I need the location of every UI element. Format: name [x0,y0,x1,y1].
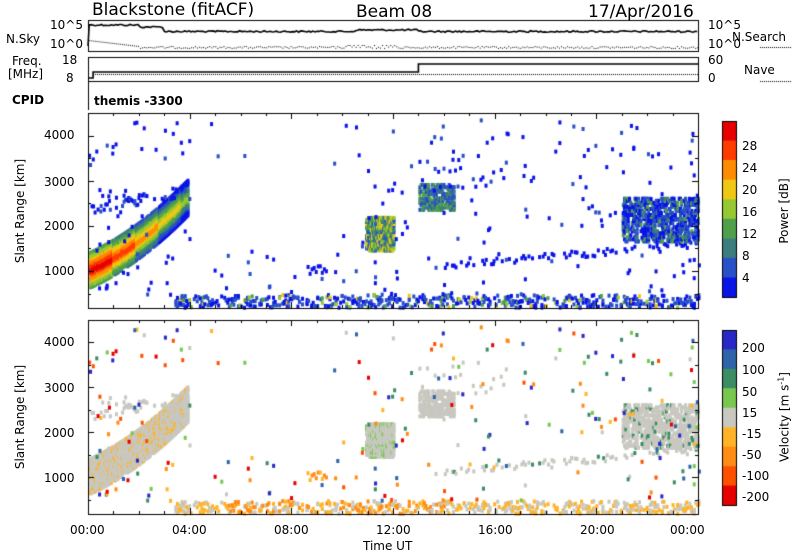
power-cb-tick-24: 24 [742,161,758,175]
power-ytick-2000: 2000 [44,219,75,233]
xtick-0400: 04:00 [172,523,207,537]
power-cb-tick-8: 8 [742,249,750,263]
vel-cb-tick-m100: -100 [742,469,770,483]
power-ytick-3000: 3000 [44,175,75,189]
xtick-2000: 20:00 [580,523,615,537]
noise-tick-right-top: 10^5 [708,18,741,32]
noise-tick-left-bottom: 10^0 [50,37,83,51]
xtick-1200: 12:00 [376,523,411,537]
xtick-1600: 16:00 [478,523,513,537]
site-title: Blackstone (fitACF) [92,0,255,20]
noise-tick-right-bottom: 10^0 [708,37,741,51]
nsearch-label: N.Search [732,30,787,44]
vel-cb-tick-100: 100 [742,363,765,377]
vel-cb-tick-m15: -15 [742,427,762,441]
power-cb-tick-16: 16 [742,205,758,219]
vel-cb-tick-15: 15 [742,406,758,420]
date-title: 17/Apr/2016 [588,2,694,22]
vel-ylabel: Slant Range [km] [13,364,27,470]
vel-cb-tick-m50: -50 [742,448,762,462]
vel-cb-tick-200: 200 [742,341,765,355]
freq-unit-label: [MHz] [8,67,44,81]
nsky-label: N.Sky [6,32,41,46]
xtick-2400: 00:00 [670,523,705,537]
freq-tick-bottom: 8 [66,71,74,85]
vel-ytick-4000: 4000 [44,335,75,349]
power-ylabel: Slant Range [km] [13,158,27,264]
vel-ytick-2000: 2000 [44,426,75,440]
noise-tick-left-top: 10^5 [50,18,83,32]
power-cb-tick-20: 20 [742,183,758,197]
vel-cb-tick-m200: -200 [742,490,770,504]
beam-title: Beam 08 [356,2,433,22]
freq-tick-top: 18 [62,53,78,67]
power-cb-tick-28: 28 [742,139,758,153]
freq-label: Freq. [12,54,42,68]
xtick-0000: 00:00 [70,523,105,537]
cpid-label: CPID [12,93,45,107]
power-cb-tick-4: 4 [742,271,750,285]
power-ytick-1000: 1000 [44,264,75,278]
vel-cb-label: Velocity [m s-1] [776,372,792,462]
power-ytick-4000: 4000 [44,128,75,142]
nave-tick-bottom: 0 [708,71,716,85]
cpid-value: themis -3300 [94,94,183,108]
nave-tick-top: 60 [708,53,724,67]
nave-label: Nave [744,63,775,77]
vel-cb-tick-50: 50 [742,385,758,399]
vel-ytick-3000: 3000 [44,381,75,395]
x-axis-label: Time UT [363,539,413,553]
vel-ytick-1000: 1000 [44,471,75,485]
xtick-0800: 08:00 [274,523,309,537]
power-cb-label: Power [dB] [777,178,791,244]
power-cb-tick-12: 12 [742,227,758,241]
